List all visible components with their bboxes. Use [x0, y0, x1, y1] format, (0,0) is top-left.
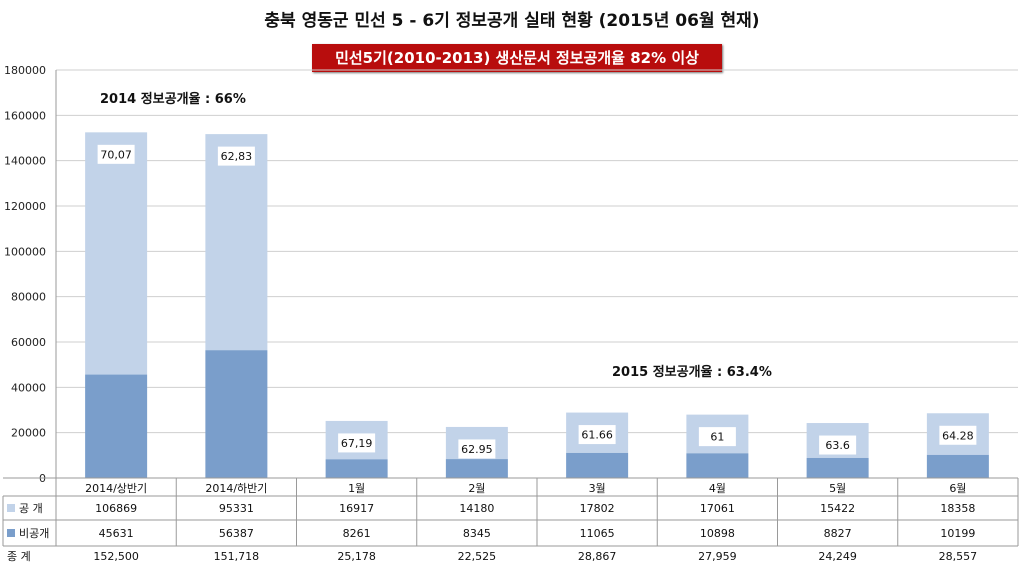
- x-category-label: 5월: [829, 482, 846, 495]
- table-cell: 15422: [820, 502, 855, 515]
- table-cell: 56387: [219, 527, 254, 540]
- total-value: 152,500: [93, 550, 139, 563]
- data-label-box: [338, 433, 376, 453]
- table-cell: 10898: [700, 527, 735, 540]
- bar-closed-segment: [205, 350, 268, 478]
- data-label: 70,07: [100, 148, 132, 161]
- annotation-text: 2015 정보공개율 : 63.4%: [612, 364, 772, 380]
- table-cell: 17061: [700, 502, 735, 515]
- bar-closed-segment: [566, 452, 629, 478]
- bar-open-segment: [85, 132, 148, 375]
- data-label: 62.95: [461, 443, 493, 456]
- total-value: 151,718: [214, 550, 260, 563]
- x-category-label: 4월: [709, 482, 726, 495]
- annotation-text: 2014 정보공개율 : 66%: [100, 91, 246, 107]
- data-label: 64.28: [942, 429, 974, 442]
- legend-swatch: [7, 504, 15, 512]
- bar-closed-segment: [686, 453, 749, 478]
- total-value: 24,249: [818, 550, 857, 563]
- total-value: 28,867: [578, 550, 617, 563]
- y-tick-label: 20000: [11, 427, 46, 440]
- data-label-box: [698, 427, 736, 447]
- table-cell: 10199: [940, 527, 975, 540]
- bar-closed-segment: [806, 457, 869, 478]
- legend-label: 공 개: [19, 502, 43, 515]
- table-cell: 14180: [459, 502, 494, 515]
- y-tick-label: 60000: [11, 336, 46, 349]
- bar-closed-segment: [325, 459, 388, 478]
- data-label: 61.66: [581, 429, 613, 442]
- y-tick-label: 80000: [11, 291, 46, 304]
- total-value: 28,557: [939, 550, 978, 563]
- y-tick-label: 40000: [11, 381, 46, 394]
- data-label-box: [819, 435, 857, 455]
- total-value: 25,178: [337, 550, 376, 563]
- table-cell: 8345: [463, 527, 491, 540]
- data-label: 61: [710, 431, 724, 444]
- data-label: 63.6: [825, 439, 850, 452]
- data-label-box: [97, 144, 135, 164]
- table-cell: 11065: [580, 527, 615, 540]
- legend-label: 비공개: [19, 527, 49, 540]
- x-category-label: 3월: [589, 482, 606, 495]
- bar-open-segment: [205, 134, 268, 351]
- x-category-label: 1월: [348, 482, 365, 495]
- table-cell: 45631: [99, 527, 134, 540]
- data-label-box: [578, 425, 616, 445]
- table-cell: 8827: [824, 527, 852, 540]
- data-label-box: [458, 439, 496, 459]
- legend-swatch: [7, 529, 15, 537]
- totals-label: 종 계: [7, 550, 31, 563]
- y-tick-label: 120000: [4, 200, 46, 213]
- bar-closed-segment: [445, 459, 508, 478]
- table-cell: 8261: [343, 527, 371, 540]
- bar-closed-segment: [85, 374, 148, 478]
- x-category-label: 2월: [468, 482, 485, 495]
- total-value: 27,959: [698, 550, 737, 563]
- table-cell: 106869: [95, 502, 137, 515]
- data-label: 62,83: [221, 150, 253, 163]
- total-value: 22,525: [458, 550, 497, 563]
- data-label-box: [217, 146, 255, 166]
- y-tick-label: 100000: [4, 245, 46, 258]
- highlight-banner: 민선5기(2010-2013) 생산문서 정보공개율 82% 이상: [312, 44, 722, 72]
- data-label: 67,19: [341, 437, 373, 450]
- x-category-label: 2014/상반기: [85, 482, 147, 495]
- y-tick-label: 140000: [4, 155, 46, 168]
- data-label-box: [939, 425, 977, 445]
- x-category-label: 6월: [949, 482, 966, 495]
- table-cell: 18358: [940, 502, 975, 515]
- y-tick-label: 180000: [4, 64, 46, 77]
- y-tick-label: 160000: [4, 109, 46, 122]
- bar-closed-segment: [926, 454, 989, 478]
- table-cell: 95331: [219, 502, 254, 515]
- chart-title: 충북 영동군 민선 5 - 6기 정보공개 실태 현황 (2015년 06월 현…: [264, 11, 760, 31]
- table-cell: 16917: [339, 502, 374, 515]
- table-cell: 17802: [580, 502, 615, 515]
- x-category-label: 2014/하반기: [205, 481, 267, 495]
